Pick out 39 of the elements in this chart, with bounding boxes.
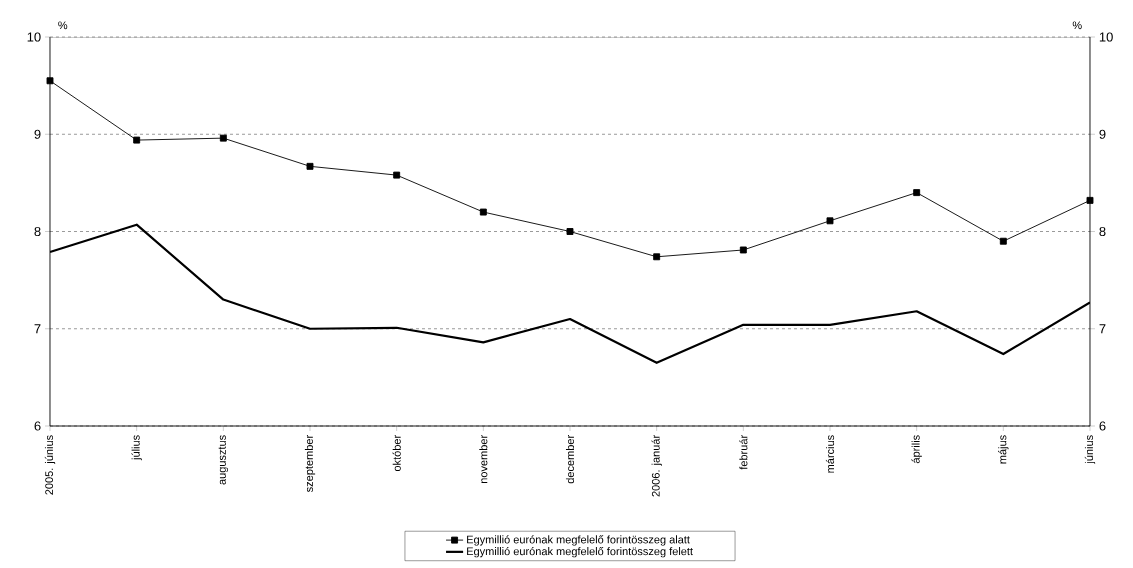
x-tick-label: április bbox=[911, 435, 922, 464]
point bbox=[826, 217, 834, 225]
x-tick-label: március bbox=[825, 435, 835, 473]
x-tick-label: február bbox=[739, 435, 748, 470]
y2-tick-label: 8 bbox=[1099, 226, 1106, 237]
y2-tick-label: 6 bbox=[1099, 421, 1106, 431]
legend-label: Egymillió eurónak megfelelő forintösszeg felett bbox=[467, 546, 693, 558]
x-tick-label: november bbox=[479, 435, 488, 484]
x-tick-label: augusztus bbox=[218, 435, 229, 485]
y-axis-title: % bbox=[58, 21, 68, 30]
point bbox=[46, 77, 54, 85]
x-tick-label: július bbox=[131, 435, 142, 461]
point bbox=[479, 208, 487, 216]
point bbox=[306, 162, 314, 170]
y-tick-label: 6 bbox=[34, 421, 41, 431]
point bbox=[566, 228, 574, 235]
y-tick-label: 8 bbox=[34, 226, 41, 237]
point bbox=[913, 189, 921, 197]
point bbox=[653, 253, 661, 261]
point bbox=[999, 237, 1007, 245]
legend-label: Egymillió eurónak megfelelő forintösszeg alatt bbox=[467, 535, 690, 546]
x-tick-label: 2005. június bbox=[44, 435, 56, 495]
x-tick-label: május bbox=[998, 435, 1009, 464]
y2-axis-title: % bbox=[1072, 21, 1082, 30]
x-tick-label: december bbox=[565, 435, 575, 484]
point bbox=[219, 134, 227, 142]
x-tick-label: október bbox=[392, 435, 401, 472]
x-tick-label: 2006. január bbox=[651, 435, 662, 497]
y-tick-label: 9 bbox=[34, 129, 41, 139]
y-tick-label: 10 bbox=[27, 32, 41, 42]
y-tick-label: 7 bbox=[34, 324, 41, 334]
point bbox=[739, 246, 747, 254]
y2-tick-label: 10 bbox=[1099, 32, 1113, 42]
y2-tick-label: 9 bbox=[1099, 129, 1106, 139]
x-tick-label: június bbox=[1084, 435, 1096, 464]
y2-tick-label: 7 bbox=[1099, 324, 1106, 334]
point bbox=[393, 171, 401, 179]
x-tick-label: szeptember bbox=[304, 435, 316, 493]
point bbox=[133, 136, 141, 144]
